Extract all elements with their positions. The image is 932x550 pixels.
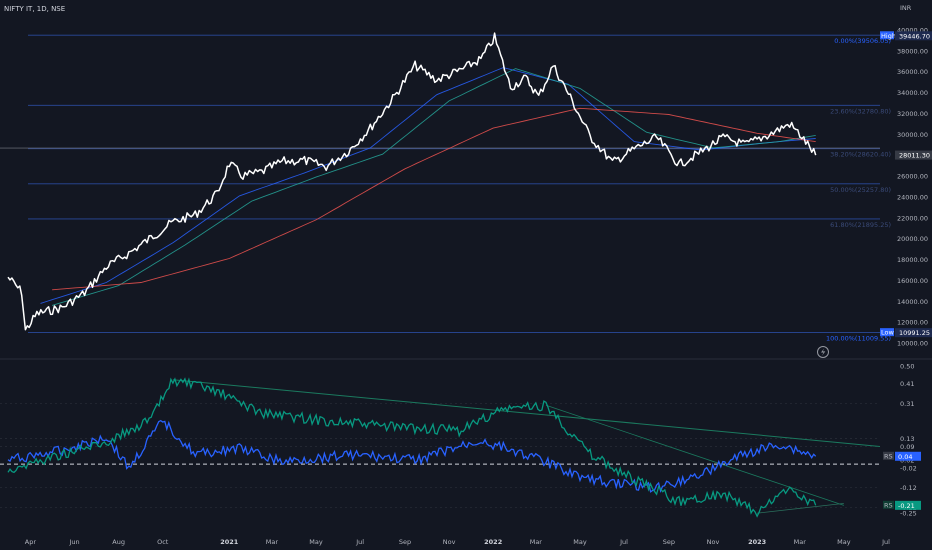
time-tick-label: May [309,538,323,546]
time-tick-label: Mar [266,538,279,546]
rs-tick-label: 0.41 [900,380,914,388]
rs-value: 0.04 [898,453,912,461]
moving-average-line [52,107,816,291]
rs-tick-label: 0.31 [900,400,914,408]
fib-level-label: 23.60%(32780.80) [830,107,891,115]
price-tick-label: 12000.00 [897,319,928,327]
price-tick-label: 10000.00 [897,340,928,348]
time-tick-label: Jul [355,538,364,546]
fib-level-label: 61.80%(21895.25) [830,221,891,229]
time-tick-label: May [573,538,587,546]
last-price-tag-value: 28011.30 [899,152,930,160]
symbol-title[interactable]: NIFTY IT, 1D, NSE [4,5,65,13]
high-tag-value: 39446.70 [899,32,930,40]
price-series [7,32,817,331]
rs-series-line [7,419,817,494]
price-tick-label: 22000.00 [897,214,928,222]
price-pane [0,20,880,358]
rs-flag [883,500,894,509]
time-tick-label: Jun [68,538,79,546]
price-tick-label: 34000.00 [897,89,928,97]
time-tick-label: Sep [663,538,675,546]
lightning-icon[interactable] [817,346,829,358]
price-line [7,32,817,331]
trendline [545,404,845,506]
price-tick-label: 16000.00 [897,277,928,285]
low-tag-flag [880,328,894,337]
currency-label: INR [900,4,912,12]
time-tick-label: Jul [881,538,890,546]
price-tick-label: 18000.00 [897,256,928,264]
rs-tick-label: -0.25 [900,510,917,518]
price-axis-tags: High 39446.70 Low 10991.25 28011.30 [880,31,932,338]
time-tick-label: Oct [157,538,169,546]
time-tick-label: 2021 [220,538,239,546]
rs-value: -0.21 [898,502,915,510]
high-tag-box [895,31,932,41]
fib-level-label: 100.00%(11009.55) [826,334,891,342]
time-tick-label: May [837,538,851,546]
rs-tick-label: -0.12 [900,484,917,492]
rs-tick-label: -0.02 [900,465,917,473]
price-tick-label: 30000.00 [897,131,928,139]
high-tag-flag-label: High [881,32,896,40]
rs-tick-label: 0.50 [900,363,914,371]
fib-retracement-levels [0,34,880,333]
fib-level-label: 38.20%(28620.40) [830,151,891,159]
low-tag-value: 10991.25 [899,329,930,337]
low-tag-box [895,328,932,338]
resistance-trendline [172,379,881,447]
last-price-tag-box [895,150,932,160]
time-tick-label: Nov [443,538,456,546]
high-tag-flag [880,31,894,40]
price-tick-label: 26000.00 [897,173,928,181]
price-tick-label: 38000.00 [897,47,928,55]
time-tick-label: Mar [530,538,543,546]
moving-averages [40,67,816,306]
rs-tick-label: 0.09 [900,443,914,451]
indicator-axis[interactable]: 0.500.410.310.130.090.050.02-0.02-0.12-0… [883,363,921,518]
time-axis[interactable]: Apr Jun Aug Oct 2021 Mar May Jul Sep Nov 2022 Mar Ma… [25,538,890,546]
time-tick-label: Aug [112,538,125,546]
price-pane-background [0,20,880,358]
price-tick-label: 24000.00 [897,193,928,201]
price-tick-label: 36000.00 [897,68,928,76]
rs-flag [883,451,894,460]
time-tick-label: Sep [399,538,411,546]
moving-average-line [51,68,816,306]
rs-flag-label: RS [884,452,893,460]
relative-strength-pane [0,377,881,518]
time-tick-label: Jul [619,538,628,546]
rs-series-line [7,377,817,518]
rs-value-box [895,500,921,510]
fib-level-label: 50.00%(25257.80) [830,186,891,194]
price-tick-label: 20000.00 [897,235,928,243]
price-tick-label: 32000.00 [897,110,928,118]
time-tick-label: Mar [794,538,807,546]
fib-level-label: 0.00%(39506.05) [834,37,891,45]
price-tick-label: 14000.00 [897,298,928,306]
rs-value-box [895,451,921,461]
time-tick-label: 2023 [748,538,766,546]
fib-level-labels: 0.00%(39506.05) 23.60%(32780.80) 38.20%(28… [826,37,891,342]
moving-average-line [40,67,816,304]
low-tag-flag-label: Low [881,329,894,337]
support-trendline [757,502,844,514]
time-tick-label: 2022 [484,538,502,546]
rs-flag-label: RS [884,501,893,509]
rs-tick-label: 0.13 [900,435,914,443]
price-tick-label: 40000.00 [897,27,928,35]
time-tick-label: Nov [707,538,720,546]
time-tick-label: Apr [25,538,37,546]
